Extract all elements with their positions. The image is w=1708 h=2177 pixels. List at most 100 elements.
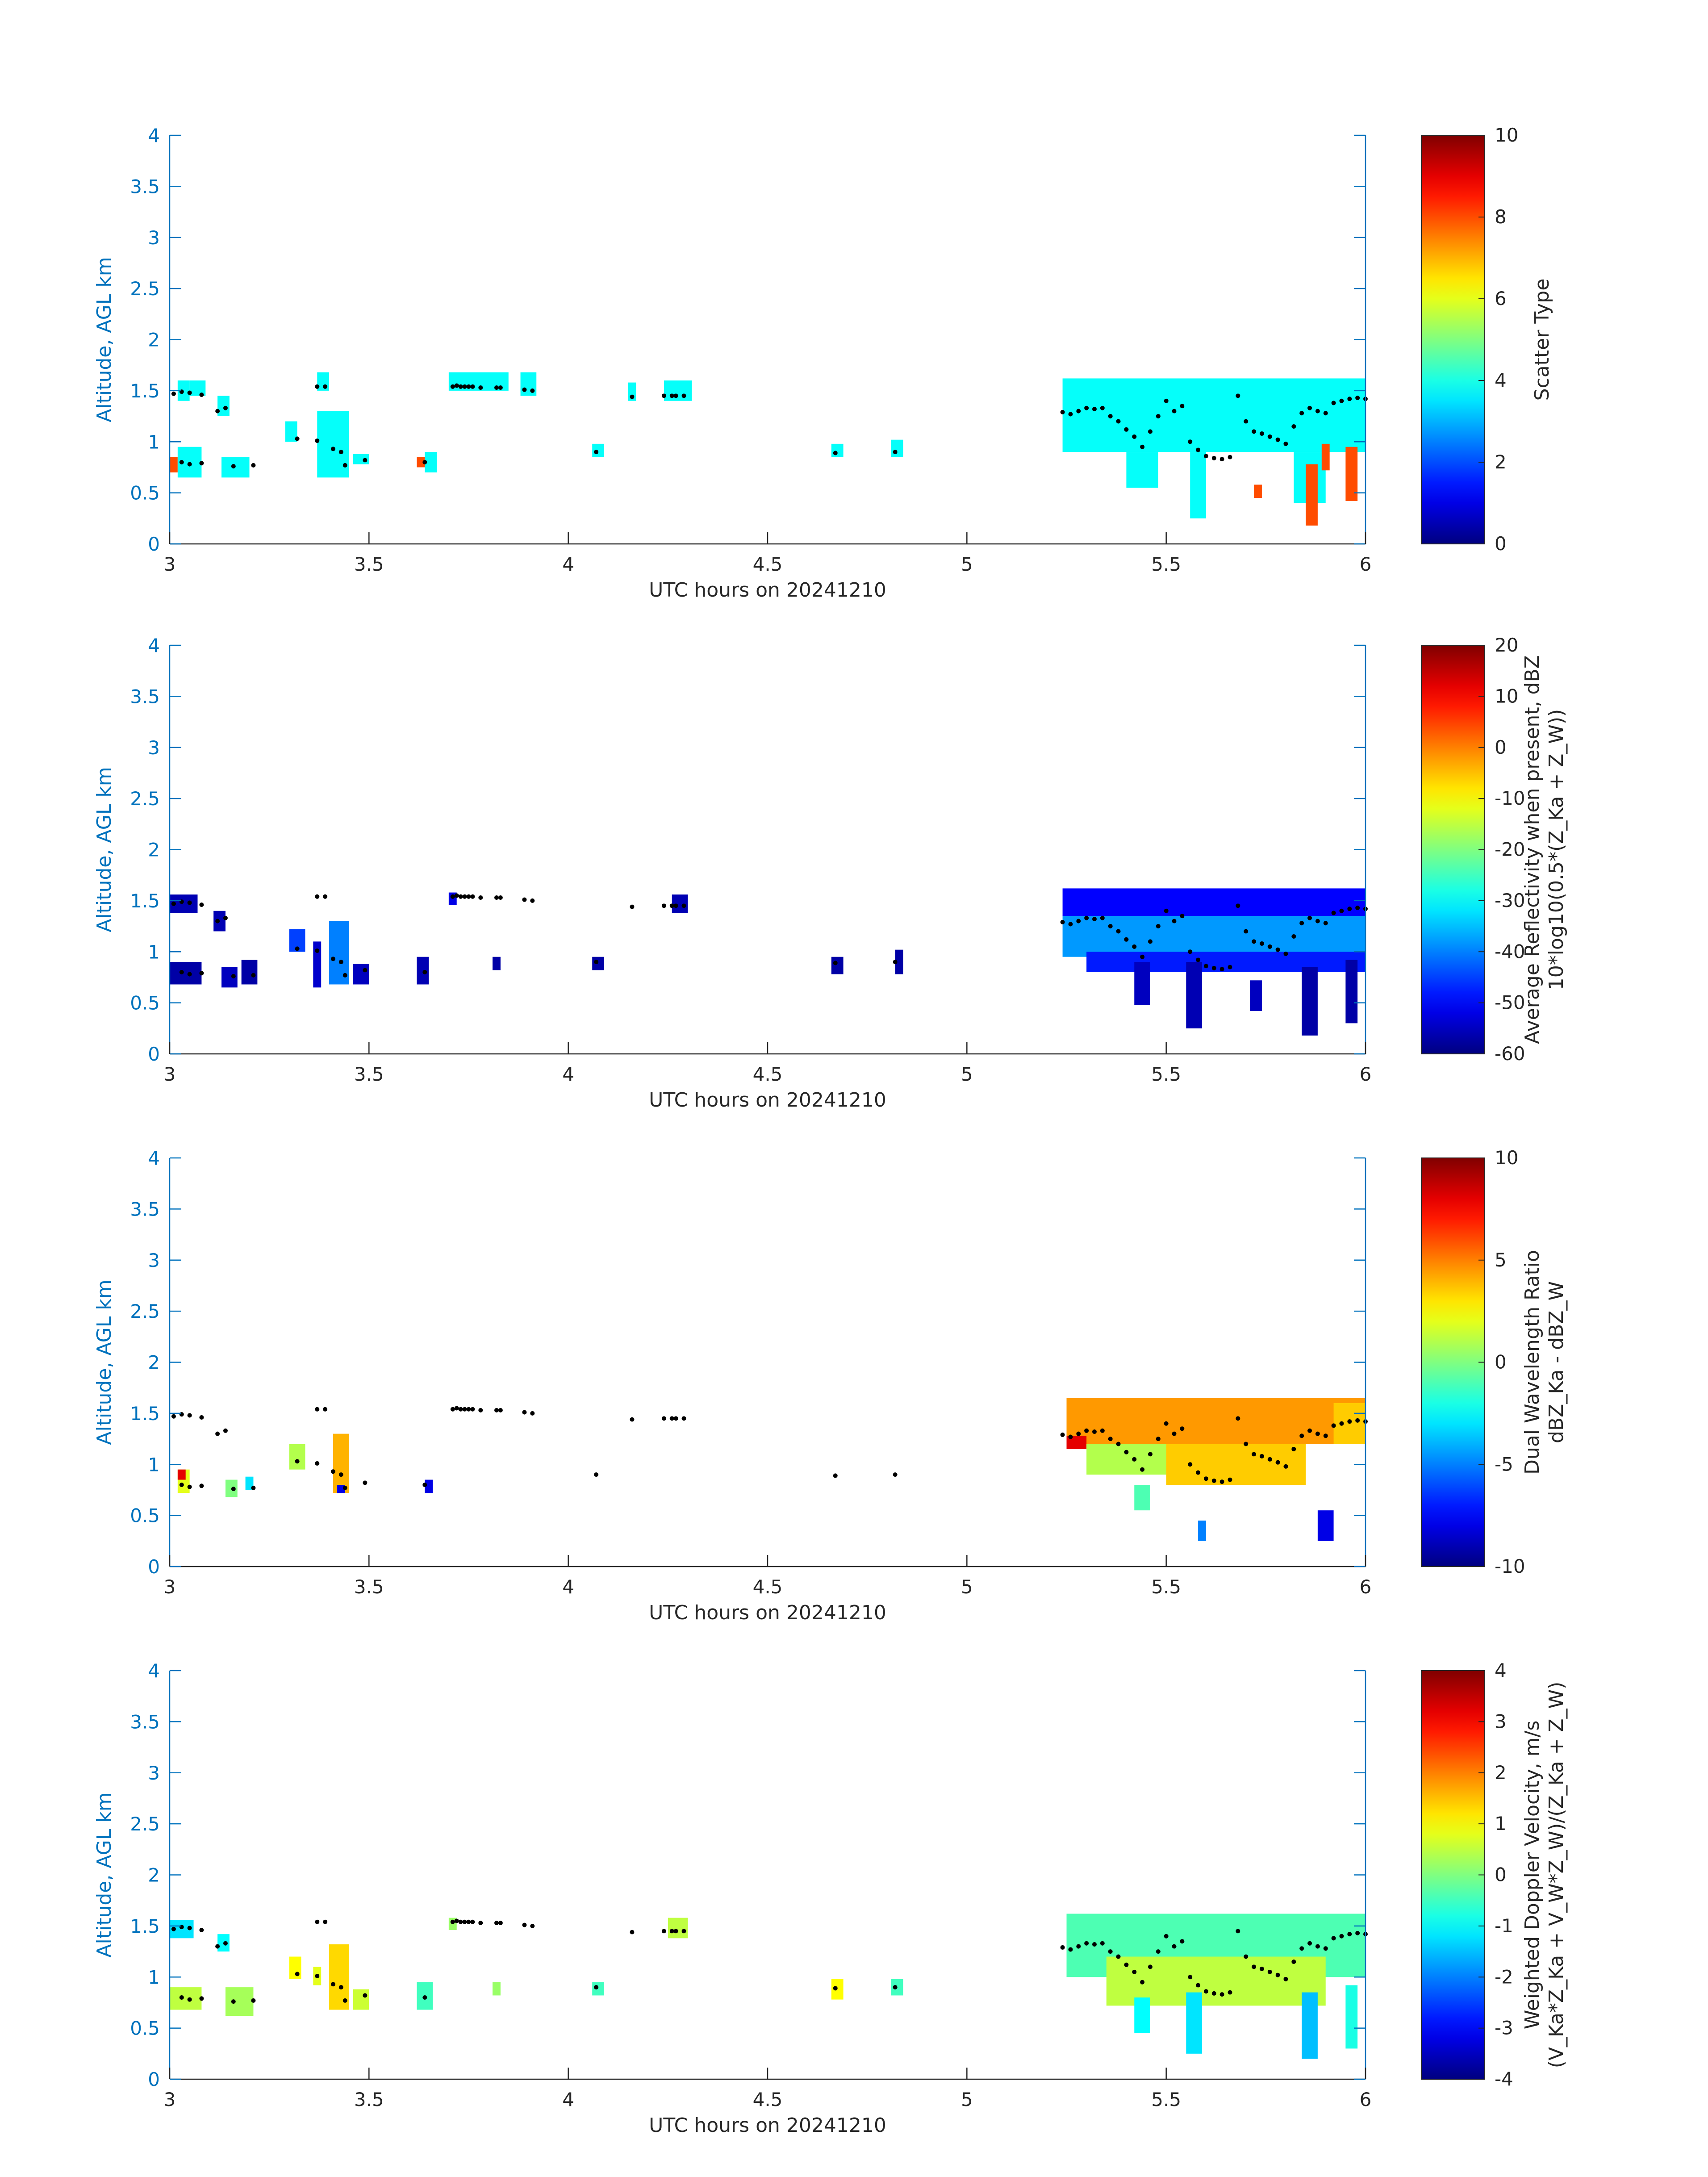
overlay-point <box>661 903 666 908</box>
y-tick-label: 4 <box>148 1147 160 1169</box>
overlay-point <box>1315 919 1320 923</box>
overlay-point <box>171 391 176 396</box>
overlay-point <box>330 1469 335 1474</box>
colorbar-tick-label: 0 <box>1495 1351 1507 1373</box>
overlay-point <box>1116 929 1121 934</box>
overlay-point <box>673 1416 678 1421</box>
overlay-point <box>661 1416 666 1421</box>
x-tick-label: 6 <box>1360 2089 1372 2110</box>
overlay-point <box>171 901 176 906</box>
x-tick-label: 4 <box>562 1576 574 1598</box>
overlay-point <box>199 1415 204 1420</box>
overlay-point <box>1283 1464 1288 1469</box>
overlay-point <box>833 1986 838 1991</box>
overlay-point <box>661 1929 666 1934</box>
x-tick-label: 3.5 <box>354 1576 384 1598</box>
overlay-point <box>1188 1975 1193 1980</box>
x-axis-label: UTC hours on 20241210 <box>649 579 886 602</box>
overlay-point <box>338 1472 343 1477</box>
overlay-point <box>1236 903 1240 908</box>
x-tick-label: 4 <box>562 1063 574 1085</box>
overlay-point <box>661 393 666 398</box>
overlay-point <box>1148 429 1153 434</box>
y-tick-label: 2 <box>148 1864 160 1886</box>
heatmap-cell <box>1186 1992 1203 2054</box>
overlay-point <box>1164 1934 1169 1939</box>
overlay-point <box>1219 1479 1224 1484</box>
overlay-point <box>1347 1932 1352 1937</box>
overlay-point <box>171 1414 176 1419</box>
overlay-point <box>466 894 471 899</box>
overlay-point <box>1124 1450 1129 1454</box>
overlay-point <box>1156 1437 1161 1442</box>
heatmap-cell <box>1062 916 1366 957</box>
colorbar-tick-label: 8 <box>1495 206 1507 228</box>
overlay-point <box>1116 1954 1121 1959</box>
heatmap-cell <box>592 1982 605 1996</box>
overlay-point <box>1307 1941 1312 1946</box>
overlay-point <box>1307 1428 1312 1433</box>
overlay-point <box>315 894 320 899</box>
overlay-point <box>681 1416 686 1421</box>
heatmap-cell <box>831 1979 844 2000</box>
colorbar-tick-label: -10 <box>1495 1555 1525 1577</box>
overlay-point <box>315 384 320 389</box>
overlay-point <box>1236 1416 1240 1421</box>
overlay-point <box>893 960 898 965</box>
overlay-point <box>1236 1929 1240 1934</box>
overlay-point <box>1307 405 1312 410</box>
x-tick-label: 4 <box>562 553 574 575</box>
overlay-point <box>594 960 599 965</box>
overlay-point <box>522 387 527 392</box>
overlay-point <box>199 971 204 976</box>
colorbar-tick-label: -1 <box>1495 1915 1513 1937</box>
y-tick-label: 0 <box>148 533 160 555</box>
overlay-point <box>231 1999 236 2004</box>
heatmap-cell <box>1134 962 1150 1005</box>
overlay-point <box>1180 914 1185 919</box>
heatmap-cell <box>1134 1997 1150 2034</box>
overlay-point <box>315 438 320 443</box>
overlay-point <box>363 1993 367 1998</box>
overlay-point <box>1156 924 1161 929</box>
overlay-point <box>1140 1980 1145 1985</box>
x-tick-label: 3 <box>164 1576 176 1598</box>
overlay-point <box>199 1996 204 2001</box>
overlay-point <box>1267 434 1272 439</box>
overlay-point <box>681 393 686 398</box>
heatmap-cell <box>1166 1444 1306 1485</box>
overlay-point <box>893 1472 898 1477</box>
colorbar-tick-label: -30 <box>1495 890 1525 911</box>
heatmap-cell <box>668 1918 688 1939</box>
overlay-point <box>1140 954 1145 959</box>
overlay-point <box>199 461 204 466</box>
overlay-point <box>179 1483 184 1487</box>
overlay-point <box>187 900 192 905</box>
y-tick-label: 2 <box>148 329 160 351</box>
overlay-point <box>1132 1457 1137 1462</box>
heatmap-cell <box>520 372 537 396</box>
overlay-point <box>498 1408 503 1413</box>
overlay-point <box>1196 1983 1201 1988</box>
overlay-point <box>330 957 335 961</box>
y-tick-label: 4 <box>148 125 160 146</box>
colorbar-tick-label: -40 <box>1495 940 1525 962</box>
overlay-point <box>1100 915 1105 920</box>
overlay-point <box>594 450 599 455</box>
panel-3: 0 0.5 1 1.5 2 2.5 3 3.5 4 3 3.5 4 4.5 5 5.5 6 UTC hours … <box>93 1147 1568 1624</box>
overlay-point <box>1244 929 1249 934</box>
heatmap-cell <box>672 894 688 913</box>
x-tick-label: 4 <box>562 2089 574 2110</box>
overlay-point <box>1267 1457 1272 1462</box>
heatmap-cell <box>493 1982 501 1996</box>
overlay-point <box>223 915 228 920</box>
colorbar-tick-label: -5 <box>1495 1453 1513 1475</box>
colorbar-tick-label: -20 <box>1495 839 1525 861</box>
overlay-point <box>673 393 678 398</box>
overlay-point <box>1283 951 1288 956</box>
overlay-point <box>1116 1442 1121 1446</box>
heatmap-cell <box>1190 452 1206 518</box>
overlay-point <box>187 972 192 977</box>
overlay-point <box>251 1998 256 2003</box>
